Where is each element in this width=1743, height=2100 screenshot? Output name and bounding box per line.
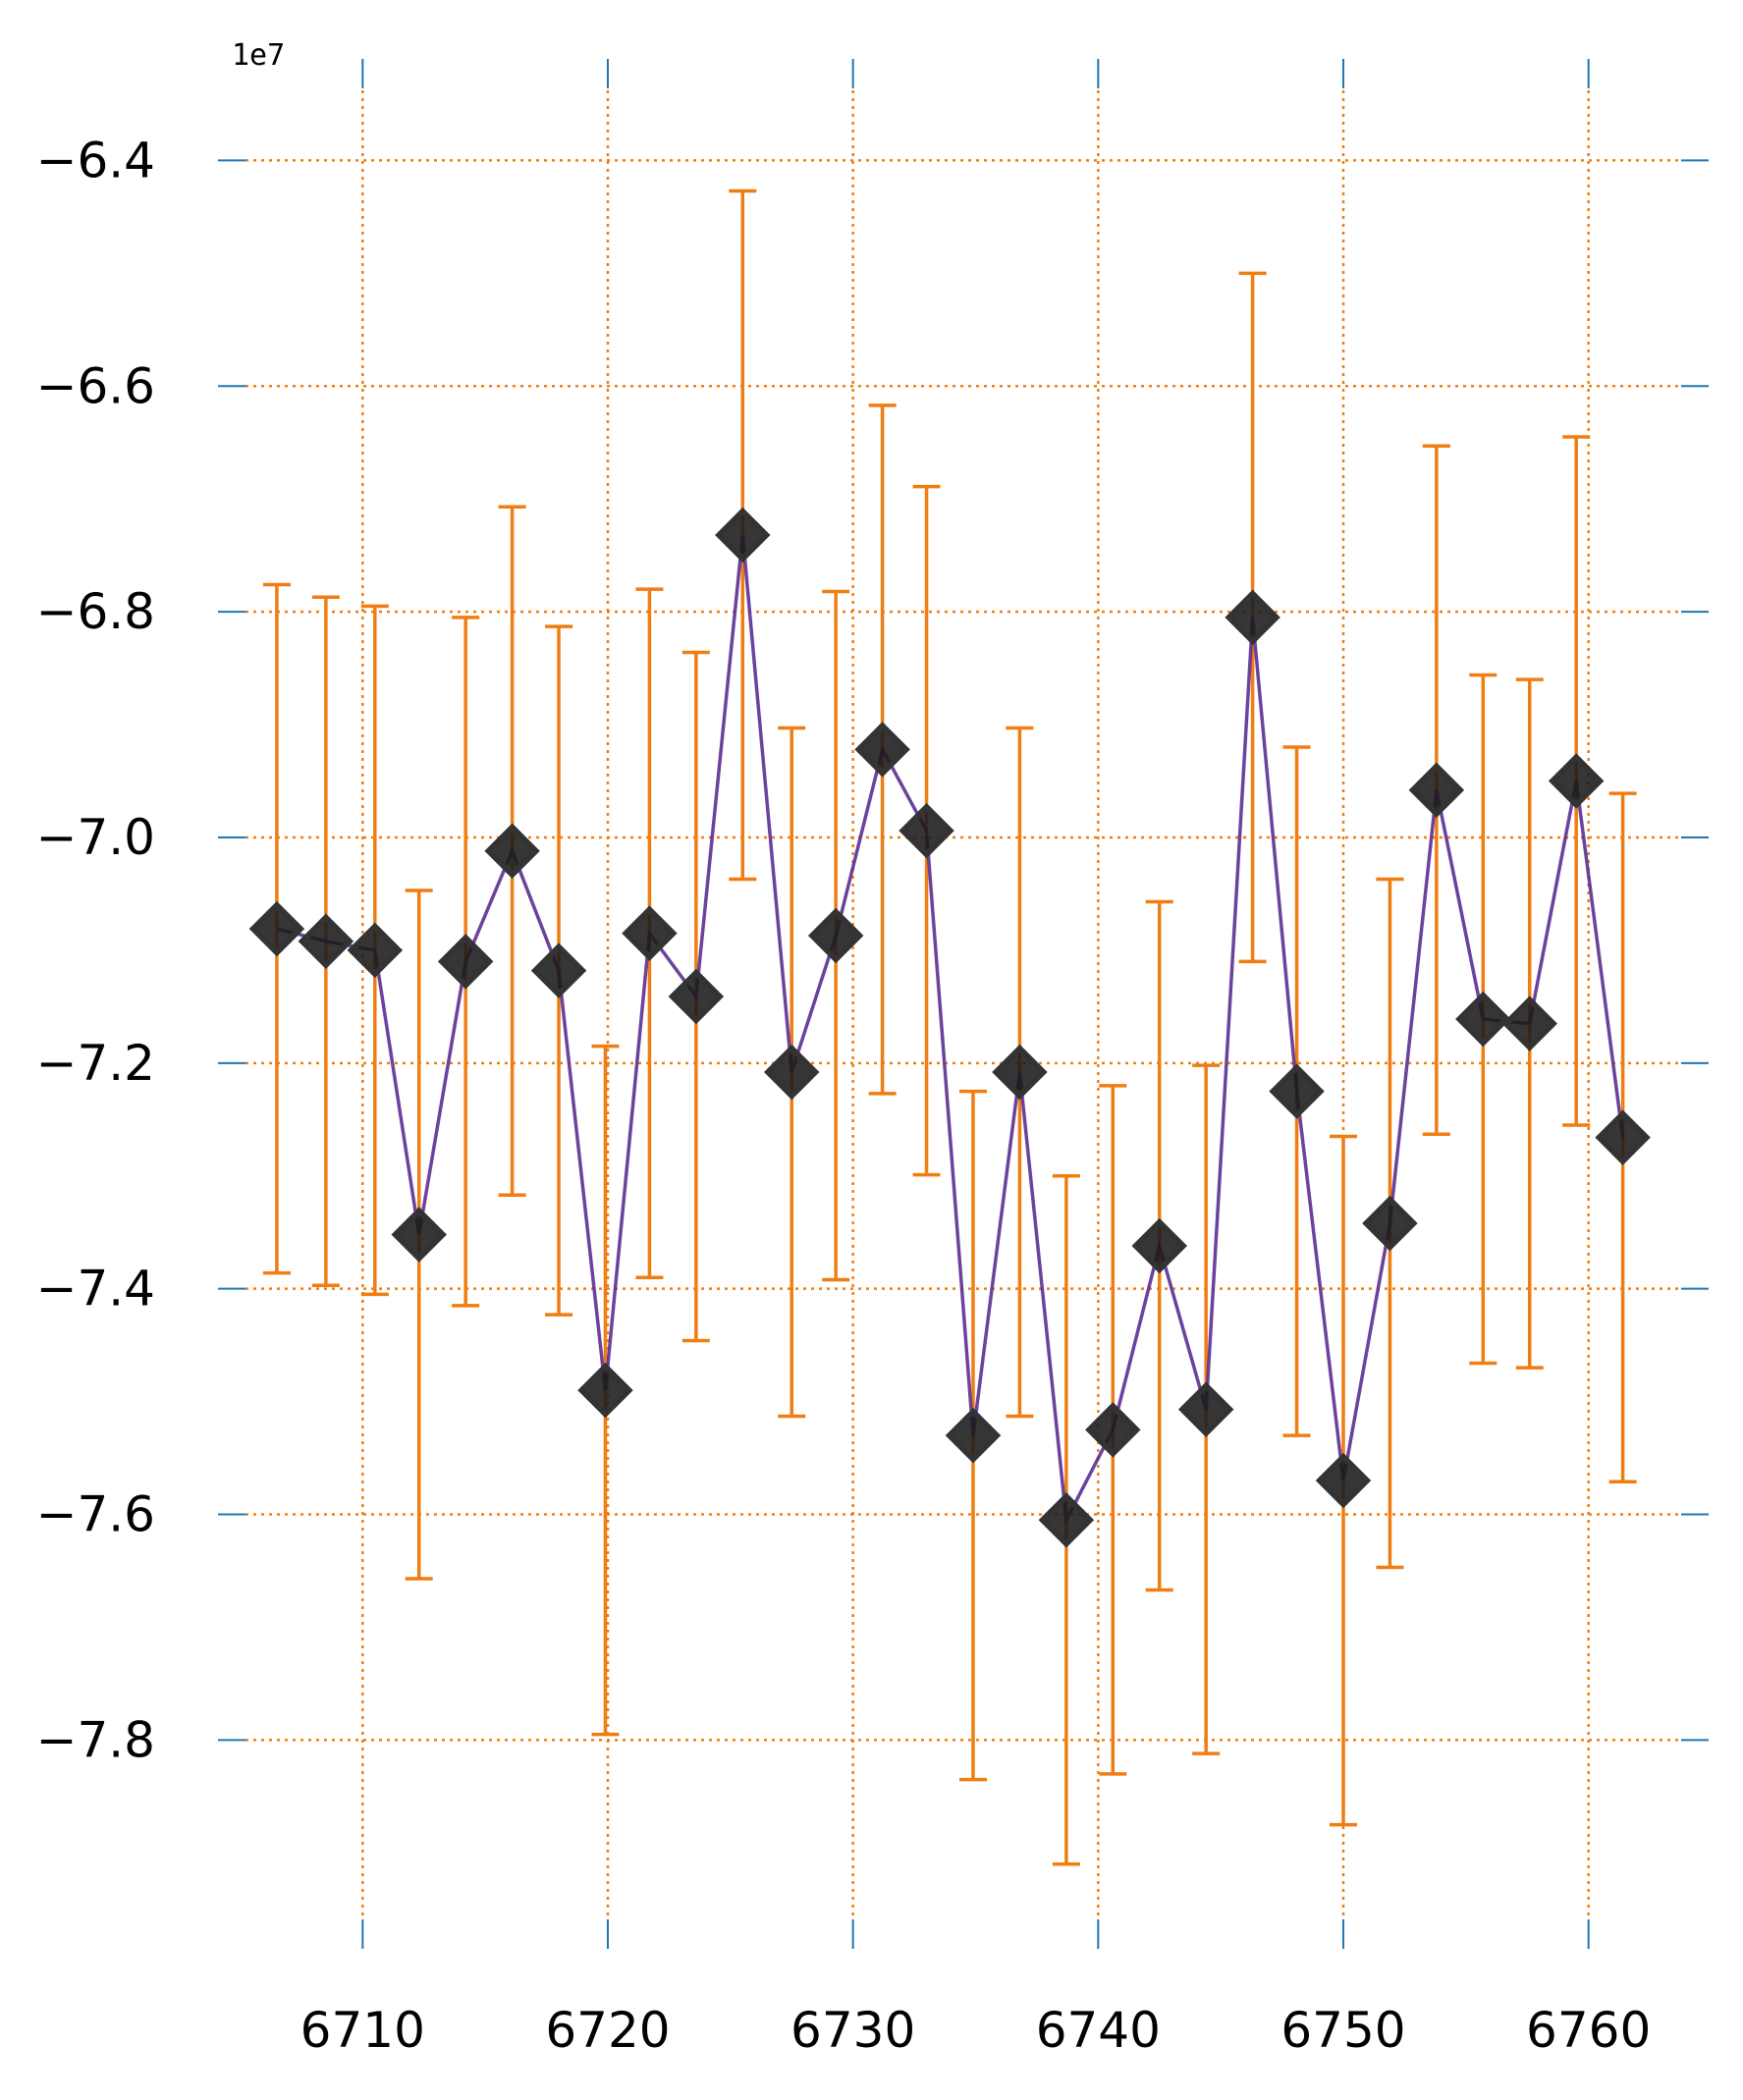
axis-ticks	[218, 59, 1709, 1949]
data-markers	[248, 507, 1651, 1548]
data-point-29	[1595, 1109, 1651, 1165]
x-tick-labels: 6710 6720 6730 6740 6750 6760	[300, 2002, 1652, 2059]
y-offset-label: 1e7	[232, 38, 285, 73]
data-point-24	[1362, 1195, 1418, 1252]
data-point-7	[577, 1362, 633, 1419]
y-tick-label: −6.4	[36, 132, 155, 188]
data-point-23	[1315, 1452, 1372, 1509]
x-tick-label: 6730	[790, 2002, 915, 2059]
x-tick-label: 6720	[545, 2002, 670, 2059]
data-point-17	[1038, 1492, 1095, 1548]
data-point-16	[992, 1044, 1048, 1101]
data-point-8	[622, 905, 678, 961]
data-point-26	[1455, 991, 1511, 1048]
y-tick-labels: −6.4 −6.6 −6.8 −7.0 −7.2 −7.4 −7.6 −7.8	[36, 132, 155, 1768]
data-point-25	[1408, 762, 1465, 818]
y-tick-label: −6.6	[36, 357, 155, 414]
y-tick-label: −6.8	[36, 583, 155, 640]
data-point-3	[391, 1207, 447, 1263]
data-point-22	[1269, 1063, 1325, 1119]
y-tick-label: −7.0	[36, 809, 155, 866]
data-point-14	[899, 802, 954, 859]
data-point-0	[248, 900, 305, 957]
y-tick-label: −7.2	[36, 1035, 155, 1092]
x-tick-label: 6760	[1526, 2002, 1651, 2059]
data-point-2	[347, 922, 404, 979]
data-point-19	[1131, 1217, 1187, 1274]
data-point-27	[1501, 996, 1557, 1051]
data-point-5	[484, 823, 540, 880]
data-point-1	[298, 913, 354, 969]
y-tick-label: −7.4	[36, 1261, 155, 1318]
y-tick-label: −7.8	[36, 1711, 155, 1768]
data-point-10	[715, 507, 771, 564]
data-point-20	[1177, 1381, 1234, 1437]
data-point-6	[530, 942, 587, 998]
data-point-15	[945, 1407, 1002, 1464]
y-tick-label: −7.6	[36, 1486, 155, 1543]
x-tick-label: 6740	[1036, 2002, 1161, 2059]
data-point-11	[763, 1044, 820, 1101]
data-point-9	[668, 968, 725, 1025]
data-point-28	[1548, 753, 1605, 809]
data-point-4	[437, 934, 494, 990]
x-tick-label: 6710	[300, 2002, 425, 2059]
data-point-13	[854, 722, 910, 778]
data-point-18	[1085, 1402, 1141, 1458]
data-point-12	[807, 907, 864, 964]
x-tick-label: 6750	[1280, 2002, 1405, 2059]
data-point-21	[1225, 589, 1280, 646]
